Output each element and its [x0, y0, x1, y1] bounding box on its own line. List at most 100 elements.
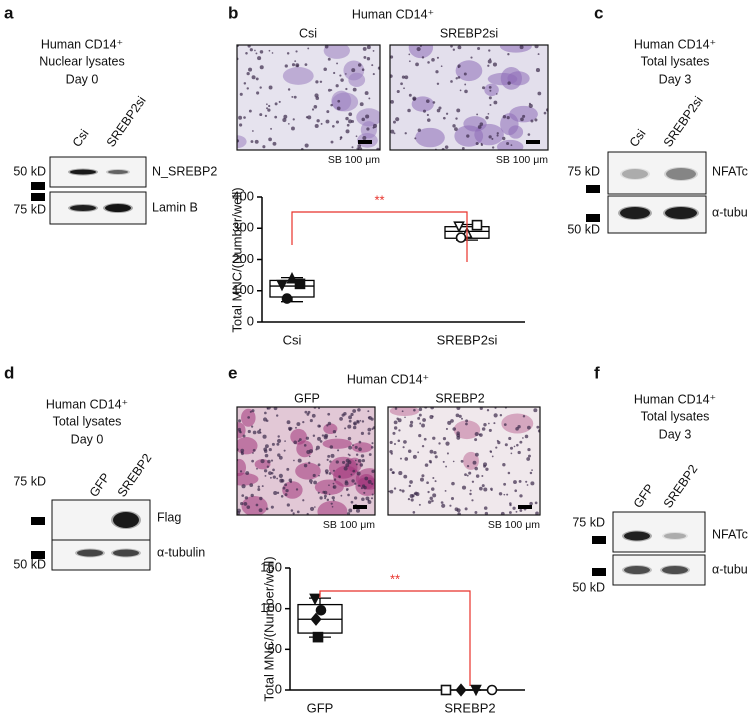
cell — [415, 127, 445, 148]
nucleus — [503, 493, 506, 496]
lane-label: SREBP2 — [115, 451, 155, 499]
data-point — [471, 219, 483, 231]
nucleus — [535, 511, 539, 515]
nucleus — [370, 497, 374, 500]
nucleus — [297, 458, 302, 463]
nucleus — [358, 447, 362, 452]
nucleus — [537, 53, 540, 56]
nucleus — [348, 415, 353, 420]
nucleus — [402, 446, 405, 449]
nucleus — [304, 143, 309, 148]
nucleus — [239, 123, 243, 127]
blot-label: α-tubulin — [712, 562, 748, 576]
nucleus — [393, 487, 397, 490]
nucleus — [436, 108, 441, 113]
nucleus — [271, 442, 275, 446]
nucleus — [303, 444, 307, 447]
nucleus — [432, 493, 437, 498]
nucleus — [332, 499, 335, 502]
nucleus — [314, 93, 319, 98]
y-tick-label: 100 — [260, 600, 282, 615]
nucleus — [457, 512, 461, 515]
nucleus — [519, 494, 523, 498]
nucleus — [320, 122, 323, 125]
cell — [323, 45, 350, 59]
blot-band — [624, 531, 650, 541]
nucleus — [475, 141, 479, 146]
nucleus — [455, 117, 458, 120]
nucleus — [360, 454, 365, 458]
nucleus — [354, 445, 358, 449]
nucleus — [354, 459, 357, 462]
nucleus — [393, 132, 396, 135]
nucleus — [357, 408, 361, 412]
cell — [348, 72, 366, 87]
blot-band — [113, 549, 139, 557]
nucleus — [445, 427, 448, 431]
nucleus — [524, 434, 529, 439]
nucleus — [248, 109, 252, 113]
nucleus — [243, 116, 246, 119]
nucleus — [450, 80, 453, 83]
nucleus — [361, 117, 365, 122]
nucleus — [309, 506, 315, 511]
nucleus — [418, 413, 422, 417]
nucleus — [308, 455, 311, 458]
nucleus — [474, 511, 478, 514]
nucleus — [306, 412, 310, 416]
nucleus — [436, 82, 440, 86]
nucleus — [367, 410, 370, 413]
nucleus — [429, 496, 433, 501]
nucleus — [389, 468, 393, 472]
nucleus — [508, 436, 512, 441]
nucleus — [246, 505, 251, 509]
nucleus — [435, 70, 439, 74]
nucleus — [364, 91, 369, 95]
nucleus — [479, 486, 483, 491]
nucleus — [332, 482, 335, 485]
nucleus — [445, 465, 448, 468]
nucleus — [256, 467, 258, 470]
nucleus — [324, 433, 329, 438]
nucleus — [291, 63, 296, 67]
nucleus — [407, 449, 412, 453]
cell — [455, 60, 483, 82]
nucleus — [295, 50, 298, 53]
image-label: SREBP2si — [440, 26, 498, 40]
nucleus — [404, 132, 407, 135]
nucleus — [492, 62, 498, 67]
nucleus — [483, 487, 488, 492]
nucleus — [392, 431, 396, 435]
nucleus — [333, 478, 337, 481]
nucleus — [488, 422, 490, 425]
nucleus — [298, 438, 302, 441]
nucleus — [248, 67, 253, 72]
nucleus — [438, 106, 442, 110]
nucleus — [412, 454, 417, 459]
blot-band — [666, 168, 696, 180]
nucleus — [268, 104, 271, 108]
nucleus — [309, 449, 314, 454]
image-label: SREBP2 — [435, 391, 484, 405]
nucleus — [272, 141, 277, 146]
nucleus — [292, 512, 295, 515]
nucleus — [475, 474, 480, 478]
nucleus — [495, 93, 498, 95]
nucleus — [303, 463, 308, 468]
nucleus — [367, 500, 372, 505]
nucleus — [327, 421, 332, 426]
blot-band — [624, 566, 650, 574]
nucleus — [338, 475, 341, 478]
blot-band — [622, 169, 648, 179]
nucleus — [246, 71, 250, 76]
nucleus — [427, 500, 432, 504]
y-tick-label: 0 — [275, 681, 282, 696]
nucleus — [284, 440, 286, 442]
cell — [237, 458, 247, 477]
nucleus — [412, 97, 416, 101]
nucleus — [526, 484, 529, 486]
nucleus — [330, 453, 335, 458]
nucleus — [239, 431, 242, 434]
nucleus — [291, 95, 294, 98]
nucleus — [390, 74, 393, 78]
